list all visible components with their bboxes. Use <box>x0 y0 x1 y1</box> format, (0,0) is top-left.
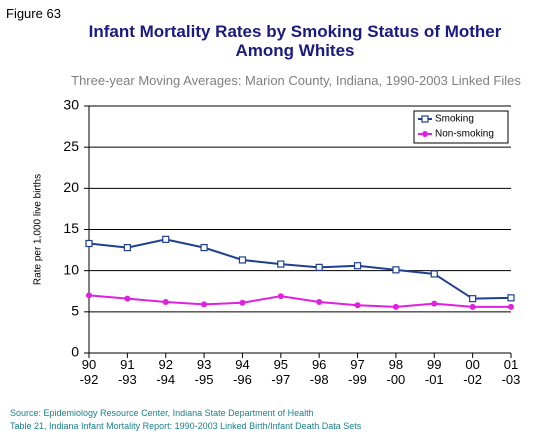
x-tick-label: 97 -99 <box>348 357 367 387</box>
x-tick-label: 90 -92 <box>79 357 99 387</box>
marker <box>507 294 515 302</box>
marker <box>392 266 400 274</box>
y-tick-label: 30 <box>63 97 79 113</box>
marker <box>469 303 476 310</box>
y-tick-label: 20 <box>63 179 79 195</box>
marker <box>315 263 323 271</box>
marker <box>277 293 284 300</box>
x-tick-label: 91 -93 <box>117 357 137 387</box>
marker <box>85 239 93 248</box>
x-tick-label: 00 -02 <box>463 357 483 387</box>
x-tick-label: 92 -94 <box>156 357 176 387</box>
y-tick-label: 0 <box>71 344 79 360</box>
y-tick-label: 25 <box>63 138 79 154</box>
legend-marker <box>422 131 428 137</box>
figure-label: Figure 63 <box>6 6 61 21</box>
marker <box>124 295 131 302</box>
marker <box>353 262 362 270</box>
x-tick-label: 99 -01 <box>424 357 444 387</box>
marker <box>86 292 92 299</box>
x-tick-label: 94 -96 <box>233 357 252 387</box>
chart-subtitle: Three-year Moving Averages: Marion Count… <box>71 73 521 88</box>
marker <box>431 300 438 307</box>
marker <box>238 256 247 264</box>
legend-box <box>413 110 509 144</box>
x-tick-label: 95 -97 <box>271 357 291 387</box>
marker <box>200 244 208 252</box>
x-tick-label: 93 -95 <box>194 357 214 387</box>
marker <box>430 270 438 278</box>
source-note: Source: Epidemiology Resource Center, In… <box>10 408 314 418</box>
series-line <box>88 238 512 300</box>
y-tick-label: 15 <box>63 220 79 236</box>
x-tick-label: 96 -98 <box>309 357 329 387</box>
marker <box>469 295 477 303</box>
marker <box>354 302 361 309</box>
marker <box>162 298 169 305</box>
marker <box>508 303 514 310</box>
marker <box>239 299 246 306</box>
marker <box>201 301 208 308</box>
legend-label: Smoking <box>435 114 474 125</box>
marker <box>392 303 399 310</box>
chart-title: Infant Mortality Rates by Smoking Status… <box>88 22 502 60</box>
marker <box>162 235 170 243</box>
x-tick-label: 01 -03 <box>501 357 521 387</box>
y-tick-label: 5 <box>71 303 79 319</box>
y-axis-label: Rate per 1,000 live births <box>33 174 44 285</box>
x-tick-label: 98 -00 <box>386 357 406 387</box>
series-line <box>88 294 511 308</box>
y-tick-label: 10 <box>63 261 79 277</box>
marker <box>123 244 131 252</box>
legend-marker <box>421 115 429 123</box>
marker <box>316 298 323 305</box>
source-note: Table 21, Indiana Infant Mortality Repor… <box>10 421 362 431</box>
legend-label: Non-smoking <box>435 129 494 140</box>
marker <box>277 260 285 268</box>
